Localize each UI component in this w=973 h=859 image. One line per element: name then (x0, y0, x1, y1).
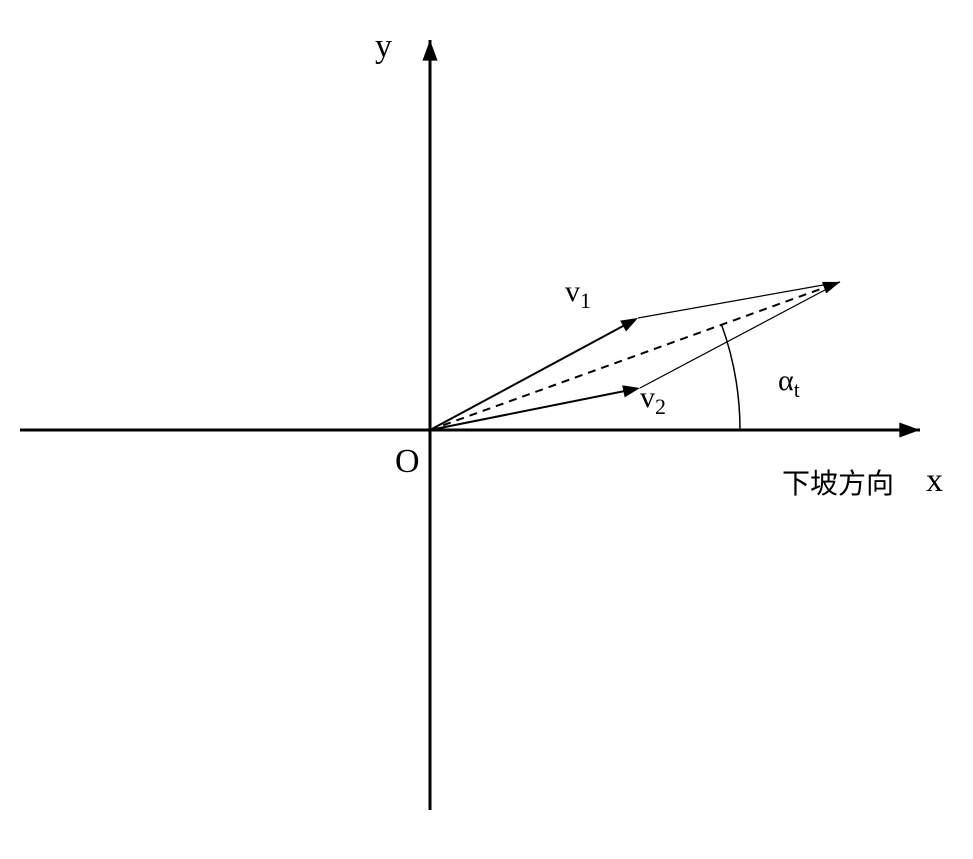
v1-subscript: 1 (580, 288, 591, 313)
v2-subscript: 2 (655, 394, 666, 419)
diagram-svg (0, 0, 973, 854)
x-direction-label: 下坡方向 (782, 462, 894, 502)
origin-label: O (395, 443, 420, 481)
v1-label-text: v (565, 275, 580, 308)
v1-label: v1 (565, 275, 591, 314)
y-axis-label: y (375, 28, 392, 66)
v2-label: v2 (640, 381, 666, 420)
vector-diagram: y x O 下坡方向 v1 v2 αt (0, 0, 973, 854)
x-axis-label: x (926, 462, 943, 500)
v2-label-text: v (640, 381, 655, 414)
angle-subscript: t (794, 377, 800, 402)
angle-label: αt (778, 364, 800, 403)
angle-label-text: α (778, 364, 794, 397)
